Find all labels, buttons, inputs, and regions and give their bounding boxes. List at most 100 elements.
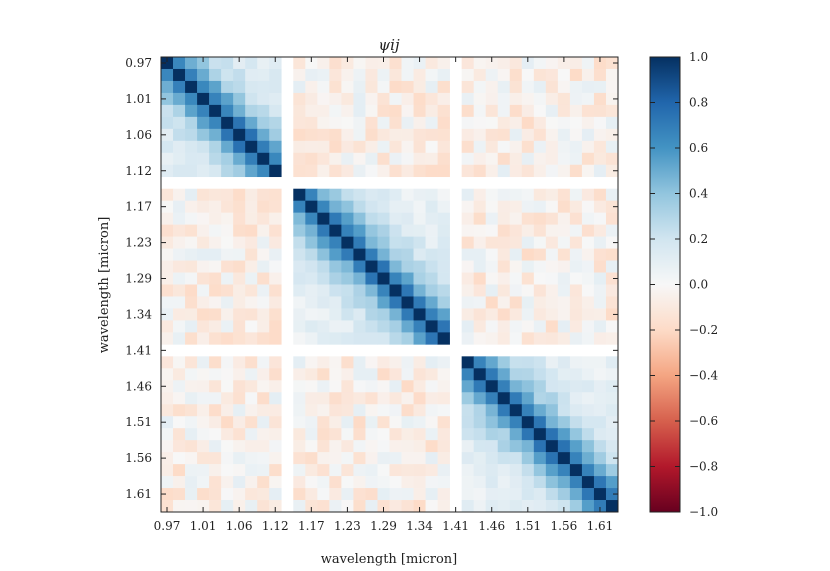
heatmap-cell	[377, 380, 390, 393]
heatmap-cell	[233, 392, 246, 405]
heatmap-cell	[485, 452, 499, 465]
heatmap-cell	[305, 68, 318, 82]
heatmap-cell	[401, 428, 414, 441]
heatmap-cell	[425, 236, 438, 249]
heatmap-cell	[245, 188, 258, 201]
heatmap-cell	[389, 284, 402, 297]
heatmap-cell	[545, 440, 559, 453]
heatmap-cell	[605, 404, 619, 417]
heatmap-cell	[329, 488, 342, 501]
heatmap-cell	[521, 368, 535, 381]
heatmap-cell	[485, 224, 499, 237]
heatmap-cell	[269, 224, 282, 237]
heatmap-cell	[305, 320, 318, 333]
x-tick-label: 0.97	[154, 519, 181, 533]
heatmap-cell	[293, 356, 306, 369]
x-tick-label: 1.06	[226, 519, 253, 533]
heatmap-cell	[329, 356, 342, 369]
plot-frame	[160, 56, 619, 513]
heatmap-cell	[269, 152, 282, 166]
heatmap-cell	[401, 356, 414, 369]
heatmap-cell	[221, 152, 234, 166]
heatmap-cell	[509, 416, 523, 429]
heatmap-cell	[305, 200, 318, 213]
heatmap-cell	[269, 452, 282, 465]
heatmap-cell	[437, 248, 450, 261]
heatmap-cell	[269, 404, 282, 417]
heatmap-cell	[509, 500, 523, 513]
heatmap-cell	[593, 188, 607, 201]
heatmap-cell	[497, 188, 511, 201]
heatmap-cell	[305, 128, 318, 142]
heatmap-cell	[245, 488, 258, 501]
heatmap-cell	[365, 476, 378, 489]
heatmap-cell	[377, 368, 390, 381]
heatmap-cell	[413, 104, 426, 118]
heatmap-cell	[593, 368, 607, 381]
heatmap-cell	[293, 488, 306, 501]
heatmap-cell	[209, 212, 222, 225]
heatmap-cell	[221, 236, 234, 249]
heatmap-cell	[197, 212, 210, 225]
heatmap-cell	[317, 68, 330, 82]
heatmap-cell	[533, 152, 547, 166]
heatmap-cell	[437, 392, 450, 405]
heatmap-cell	[257, 57, 270, 70]
heatmap-cell	[185, 272, 198, 285]
heatmap-cell	[233, 224, 246, 237]
heatmap-cell	[293, 92, 306, 106]
heatmap-cell	[233, 68, 246, 82]
heatmap-cell	[185, 248, 198, 261]
heatmap-cell	[605, 92, 619, 106]
heatmap-cell	[557, 296, 571, 309]
heatmap-cell	[269, 392, 282, 405]
heatmap-cell	[173, 224, 186, 237]
heatmap-cell	[569, 200, 583, 213]
heatmap-cell	[245, 140, 258, 154]
heatmap-cell	[593, 284, 607, 297]
heatmap-cell	[497, 368, 511, 381]
heatmap-cell	[557, 188, 571, 201]
heatmap-cell	[425, 464, 438, 477]
heatmap-cell	[317, 356, 330, 369]
heatmap-cell	[581, 332, 595, 345]
heatmap-cell	[425, 392, 438, 405]
heatmap-cell	[401, 224, 414, 237]
heatmap-cell	[197, 68, 210, 82]
heatmap-cell	[245, 476, 258, 489]
heatmap-cell	[569, 332, 583, 345]
heatmap-cell	[569, 320, 583, 333]
heatmap-cell	[293, 236, 306, 249]
heatmap-cell	[605, 392, 619, 405]
heatmap-cell	[485, 188, 499, 201]
heatmap-cell	[509, 128, 523, 142]
heatmap-cell	[425, 416, 438, 429]
heatmap-cell	[233, 57, 246, 70]
heatmap-cell	[485, 284, 499, 297]
x-tick-label: 1.29	[370, 519, 397, 533]
heatmap-cell	[329, 80, 342, 94]
heatmap-cell	[593, 332, 607, 345]
heatmap-cell	[185, 260, 198, 273]
heatmap-cell	[425, 296, 438, 309]
heatmap-cell	[509, 464, 523, 477]
heatmap-cell	[317, 500, 330, 513]
heatmap-cell	[425, 92, 438, 106]
heatmap-cell	[341, 68, 354, 82]
heatmap-cell	[389, 80, 402, 94]
heatmap-cell	[329, 248, 342, 261]
heatmap-cell	[437, 440, 450, 453]
heatmap-cell	[473, 476, 487, 489]
heatmap-cell	[485, 260, 499, 273]
heatmap-cell	[293, 140, 306, 154]
heatmap-cell	[401, 332, 414, 345]
heatmap-cell	[557, 380, 571, 393]
heatmap-cell	[389, 200, 402, 213]
heatmap-cell	[233, 404, 246, 417]
heatmap-cell	[557, 416, 571, 429]
heatmap-cell	[197, 188, 210, 201]
heatmap-cell	[461, 260, 474, 273]
heatmap-cell	[257, 332, 270, 345]
heatmap-cell	[197, 152, 210, 166]
heatmap-cell	[209, 128, 222, 142]
